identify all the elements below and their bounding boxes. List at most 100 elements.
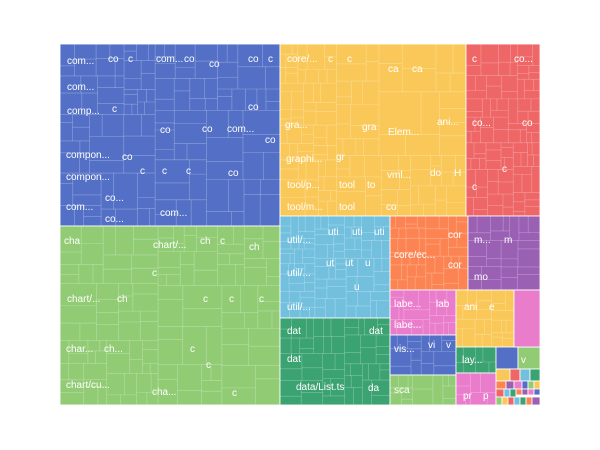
- treemap-label: v: [446, 340, 451, 351]
- treemap-label: tool/m...: [287, 202, 323, 213]
- treemap-label: char...: [66, 344, 93, 355]
- treemap-label: cor: [448, 260, 463, 271]
- treemap-label: chart/...: [153, 240, 186, 251]
- treemap-label: co: [248, 102, 259, 113]
- treemap-small-tile[interactable]: [507, 396, 515, 406]
- treemap-label: dat: [287, 354, 301, 365]
- treemap-label: com...: [67, 56, 94, 67]
- treemap-label: u: [365, 258, 371, 269]
- treemap-small-tile[interactable]: [519, 368, 531, 382]
- treemap-label: c: [502, 164, 507, 175]
- treemap-label: ch...: [104, 344, 123, 355]
- treemap-label: H: [454, 168, 461, 179]
- treemap-label: gra...: [285, 120, 308, 131]
- treemap-tile-data[interactable]: [279, 317, 391, 406]
- treemap-label: vi: [428, 340, 435, 351]
- treemap-label: Elem...: [388, 127, 419, 138]
- treemap-label: util/...: [287, 235, 311, 246]
- treemap-label: c: [268, 54, 273, 65]
- treemap-label: lab: [436, 299, 450, 310]
- treemap-label: c: [140, 166, 145, 177]
- treemap-label: chart/...: [67, 294, 100, 305]
- treemap-label: c: [472, 182, 477, 193]
- treemap-label: m: [504, 235, 512, 246]
- treemap-small-tile[interactable]: [513, 289, 541, 348]
- treemap-label: pr: [463, 391, 473, 402]
- treemap-small-tile[interactable]: [533, 388, 541, 396]
- treemap-label: co: [202, 124, 213, 135]
- treemap-label: co: [265, 135, 276, 146]
- treemap-small-tile[interactable]: [501, 396, 509, 406]
- treemap-label: ch: [117, 294, 128, 305]
- treemap-small-tile[interactable]: [495, 396, 503, 406]
- treemap-label: ca: [388, 64, 399, 75]
- treemap-small-tile[interactable]: [527, 380, 535, 390]
- treemap-label: uti: [374, 227, 385, 238]
- treemap-label: mo: [474, 272, 488, 283]
- treemap-label: dat: [287, 326, 301, 337]
- treemap-label: c: [152, 268, 157, 279]
- treemap-tile-scale[interactable]: [389, 374, 457, 406]
- treemap-label: ut: [326, 258, 335, 269]
- treemap-label: c: [190, 344, 195, 355]
- treemap-label: com...: [227, 124, 254, 135]
- treemap-label: vis...: [394, 344, 415, 355]
- treemap-small-tile[interactable]: [513, 380, 523, 390]
- treemap-label: tool/p...: [287, 180, 320, 191]
- treemap-small-tile[interactable]: [521, 380, 529, 390]
- treemap-label: compon...: [66, 172, 110, 183]
- treemap-tile-layout[interactable]: [455, 346, 497, 374]
- treemap-small-tile[interactable]: [515, 388, 523, 396]
- treemap-tile-util[interactable]: [279, 215, 391, 319]
- treemap-small-tile[interactable]: [519, 396, 527, 406]
- treemap-label: tool: [339, 202, 355, 213]
- treemap-label: core/ec...: [394, 250, 435, 261]
- treemap-label: dat: [369, 326, 383, 337]
- treemap-label: ut: [345, 258, 354, 269]
- treemap-label: gra: [362, 122, 377, 133]
- treemap-small-tile[interactable]: [531, 396, 541, 406]
- treemap-small-tile[interactable]: [495, 380, 507, 390]
- treemap-label: ani: [464, 302, 477, 313]
- treemap-label: chart/cu...: [66, 380, 110, 391]
- treemap-label: lay...: [462, 355, 482, 366]
- treemap-label: comp...: [67, 106, 100, 117]
- treemap-tile-animation[interactable]: [465, 43, 541, 217]
- treemap-label: p: [483, 391, 489, 402]
- treemap-label: uti: [352, 227, 363, 238]
- treemap-label: ca: [412, 64, 423, 75]
- treemap-small-tile[interactable]: [529, 368, 541, 382]
- treemap-small-tile[interactable]: [495, 388, 505, 398]
- treemap-label: com...: [160, 208, 187, 219]
- treemap-label: u: [354, 282, 360, 293]
- treemap-label: c: [328, 54, 333, 65]
- treemap-tile-core-ec[interactable]: [389, 215, 469, 291]
- treemap-small-tile[interactable]: [525, 396, 533, 406]
- treemap-small-tile[interactable]: [505, 380, 515, 390]
- treemap-small-tile[interactable]: [521, 388, 529, 396]
- treemap-label: co: [386, 202, 397, 213]
- treemap-label: to: [367, 180, 376, 191]
- treemap-label: tool: [339, 180, 355, 191]
- treemap-label: c: [128, 54, 133, 65]
- treemap-label: util/...: [287, 268, 311, 279]
- treemap-small-tile[interactable]: [503, 388, 511, 398]
- treemap-label: ch: [200, 236, 211, 247]
- treemap-small-tile[interactable]: [527, 388, 535, 396]
- treemap-tile-chart[interactable]: [59, 225, 281, 406]
- treemap-label: labe...: [394, 299, 421, 310]
- treemap-small-tile[interactable]: [513, 396, 521, 406]
- treemap-tile-core[interactable]: [279, 43, 467, 217]
- treemap-small-tile[interactable]: [495, 346, 519, 370]
- treemap-label: com...: [67, 82, 94, 93]
- treemap-small-tile[interactable]: [495, 368, 511, 382]
- treemap-label: c: [232, 388, 237, 399]
- treemap-tile-component[interactable]: [59, 43, 281, 227]
- treemap-small-tile[interactable]: [533, 380, 541, 390]
- treemap-label: co: [228, 168, 239, 179]
- treemap-small-tile[interactable]: [509, 388, 517, 398]
- treemap-tile-misc[interactable]: [455, 372, 497, 406]
- treemap-label: gr: [336, 152, 346, 163]
- treemap-tile-label[interactable]: [389, 289, 457, 336]
- treemap-small-tile[interactable]: [509, 368, 521, 382]
